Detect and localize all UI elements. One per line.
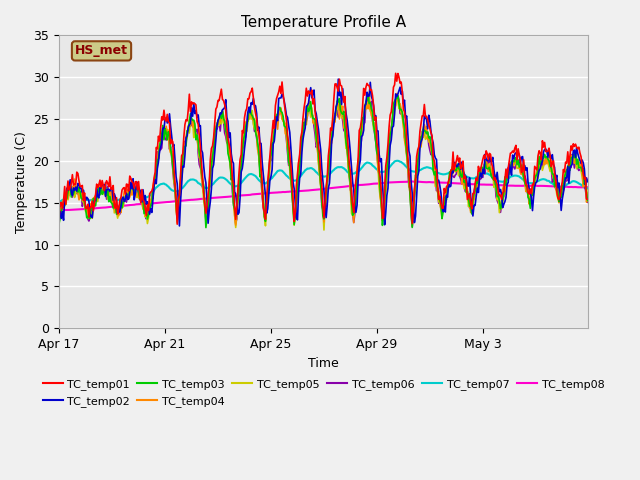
TC_temp04 — [55, 218, 63, 224]
TC_temp04 — [446, 172, 454, 178]
Line: TC_temp01: TC_temp01 — [59, 73, 588, 224]
TC_temp08 — [352, 182, 360, 188]
TC_temp08 — [538, 183, 545, 189]
TC_temp05 — [220, 120, 227, 126]
TC_temp07 — [394, 158, 402, 164]
Line: TC_temp04: TC_temp04 — [59, 93, 588, 226]
TC_temp08 — [63, 207, 70, 213]
TC_temp05 — [55, 212, 63, 217]
TC_temp05 — [278, 116, 286, 121]
TC_temp08 — [378, 180, 385, 186]
Line: TC_temp06: TC_temp06 — [59, 96, 588, 227]
TC_temp07 — [445, 170, 452, 176]
TC_temp03 — [55, 220, 63, 226]
TC_temp07 — [278, 168, 286, 174]
TC_temp01 — [352, 177, 360, 182]
Title: Temperature Profile A: Temperature Profile A — [241, 15, 406, 30]
TC_temp06 — [55, 216, 63, 222]
TC_temp06 — [351, 211, 358, 216]
TC_temp01 — [446, 175, 454, 181]
TC_temp04 — [278, 116, 286, 122]
TC_temp03 — [364, 92, 372, 97]
TC_temp03 — [446, 169, 454, 175]
TC_temp06 — [408, 224, 416, 229]
Line: TC_temp08: TC_temp08 — [59, 181, 588, 210]
TC_temp06 — [584, 199, 591, 205]
TC_temp01 — [378, 190, 385, 195]
TC_temp04 — [365, 90, 373, 96]
TC_temp01 — [279, 91, 287, 97]
TC_temp05 — [352, 188, 360, 194]
TC_temp02 — [175, 223, 183, 229]
Y-axis label: Temperature (C): Temperature (C) — [15, 131, 28, 233]
TC_temp03 — [279, 113, 287, 119]
TC_temp07 — [220, 175, 227, 181]
TC_temp04 — [584, 191, 591, 196]
TC_temp05 — [393, 96, 401, 101]
Line: TC_temp05: TC_temp05 — [59, 98, 588, 230]
TC_temp02 — [379, 181, 387, 187]
TC_temp04 — [538, 153, 545, 159]
TC_temp07 — [351, 170, 358, 176]
TC_temp03 — [379, 223, 387, 228]
TC_temp04 — [378, 202, 385, 208]
TC_temp05 — [378, 201, 385, 207]
TC_temp06 — [220, 118, 227, 124]
TC_temp08 — [407, 179, 415, 184]
TC_temp06 — [538, 154, 545, 160]
TC_temp03 — [584, 198, 591, 204]
TC_temp01 — [392, 71, 399, 76]
TC_temp06 — [376, 180, 384, 185]
TC_temp08 — [584, 184, 591, 190]
TC_temp02 — [446, 184, 454, 190]
X-axis label: Time: Time — [308, 357, 339, 370]
Legend: TC_temp01, TC_temp02, TC_temp03, TC_temp04, TC_temp05, TC_temp06, TC_temp07, TC_: TC_temp01, TC_temp02, TC_temp03, TC_temp… — [38, 375, 609, 411]
TC_temp04 — [220, 112, 227, 118]
TC_temp02 — [335, 76, 342, 82]
TC_temp07 — [584, 186, 591, 192]
TC_temp05 — [584, 194, 591, 200]
TC_temp01 — [538, 157, 545, 163]
TC_temp02 — [221, 105, 228, 110]
TC_temp01 — [221, 102, 228, 108]
TC_temp05 — [538, 162, 545, 168]
TC_temp01 — [173, 221, 181, 227]
TC_temp05 — [320, 227, 328, 233]
TC_temp02 — [353, 202, 361, 208]
TC_temp04 — [351, 197, 358, 203]
TC_temp07 — [55, 199, 63, 204]
TC_temp08 — [446, 180, 454, 186]
TC_temp01 — [584, 196, 591, 202]
TC_temp05 — [446, 180, 454, 186]
Line: TC_temp02: TC_temp02 — [59, 79, 588, 226]
TC_temp06 — [446, 177, 454, 182]
TC_temp08 — [279, 189, 287, 195]
TC_temp08 — [221, 194, 228, 200]
TC_temp07 — [536, 177, 544, 183]
Text: HS_met: HS_met — [75, 44, 128, 58]
TC_temp06 — [394, 93, 402, 98]
TC_temp02 — [538, 161, 545, 167]
TC_temp02 — [55, 216, 63, 221]
TC_temp07 — [376, 169, 384, 175]
TC_temp03 — [221, 118, 228, 124]
TC_temp08 — [55, 207, 63, 213]
Line: TC_temp03: TC_temp03 — [59, 95, 588, 228]
TC_temp06 — [278, 115, 286, 120]
TC_temp01 — [55, 214, 63, 219]
TC_temp02 — [584, 179, 591, 185]
TC_temp03 — [352, 192, 360, 197]
TC_temp03 — [538, 159, 545, 165]
TC_temp02 — [279, 94, 287, 99]
TC_temp03 — [202, 225, 210, 230]
TC_temp04 — [408, 223, 416, 229]
Line: TC_temp07: TC_temp07 — [59, 161, 588, 202]
